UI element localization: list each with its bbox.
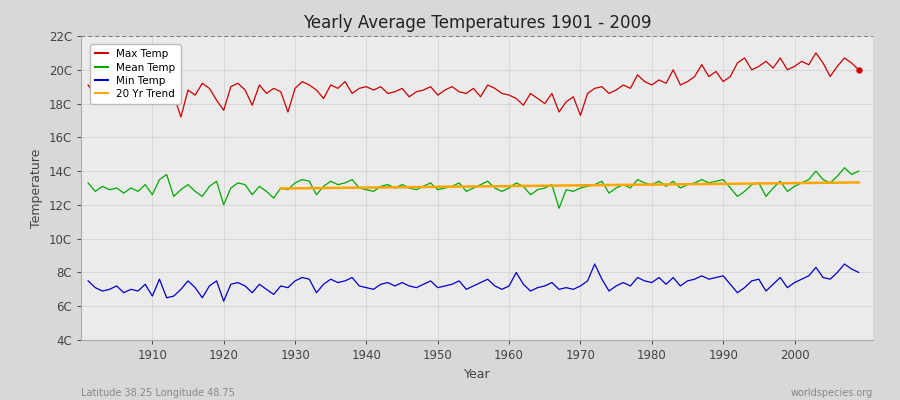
Title: Yearly Average Temperatures 1901 - 2009: Yearly Average Temperatures 1901 - 2009 (302, 14, 652, 32)
Text: Latitude 38.25 Longitude 48.75: Latitude 38.25 Longitude 48.75 (81, 388, 235, 398)
X-axis label: Year: Year (464, 368, 490, 380)
Y-axis label: Temperature: Temperature (31, 148, 43, 228)
Legend: Max Temp, Mean Temp, Min Temp, 20 Yr Trend: Max Temp, Mean Temp, Min Temp, 20 Yr Tre… (90, 44, 181, 104)
Text: worldspecies.org: worldspecies.org (791, 388, 873, 398)
